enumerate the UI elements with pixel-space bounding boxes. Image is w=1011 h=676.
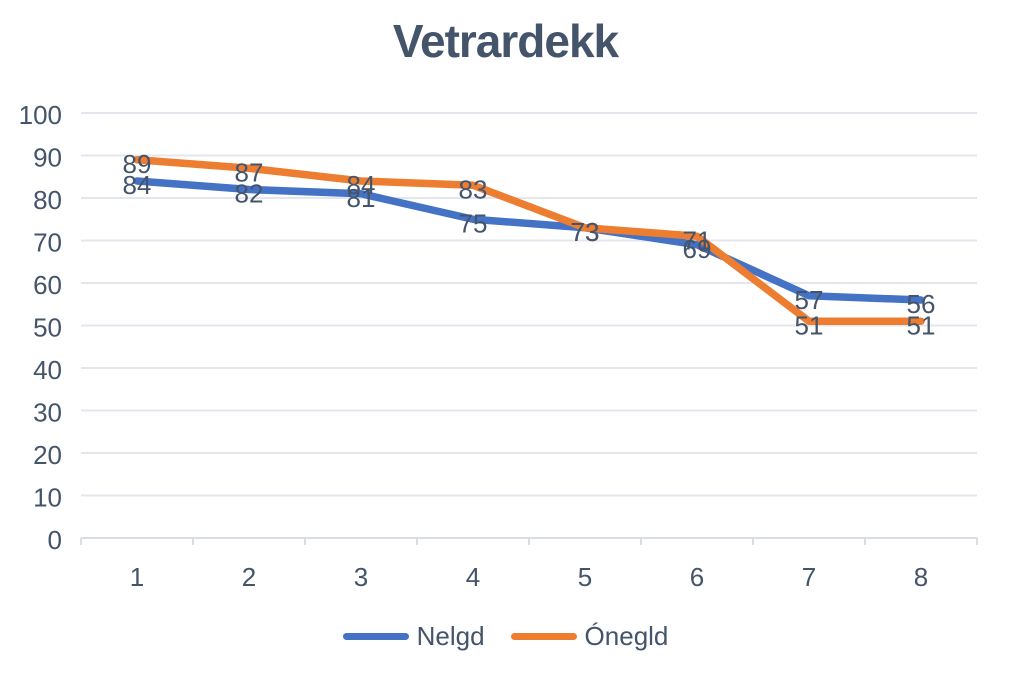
legend-line-swatch — [510, 632, 577, 640]
data-label-nelgd: 75 — [459, 208, 488, 238]
data-label-nelgd: 84 — [123, 170, 152, 200]
data-label-nelgd: 73 — [571, 217, 600, 247]
data-label-ónegld: 89 — [123, 149, 152, 179]
x-axis-tick-label: 4 — [466, 562, 480, 592]
data-label-ónegld: 84 — [347, 170, 376, 200]
y-axis-tick-label: 70 — [33, 228, 62, 258]
chart-title: Vetrardekk — [392, 15, 619, 67]
y-axis-tick-label: 20 — [33, 440, 62, 470]
y-axis-tick-label: 10 — [33, 483, 62, 513]
series-line-ónegld — [133, 156, 925, 325]
x-axis-tick-label: 7 — [802, 562, 816, 592]
x-axis-tick-label: 6 — [690, 562, 704, 592]
legend-label: Nelgd — [416, 620, 485, 651]
y-axis-tick-label: 90 — [33, 143, 62, 173]
data-label-ónegld: 51 — [795, 310, 824, 340]
data-label-ónegld: 83 — [459, 174, 488, 204]
y-axis-tick-label: 60 — [33, 270, 62, 300]
data-label-ónegld: 87 — [235, 157, 264, 187]
data-label-ónegld: 71 — [683, 225, 712, 255]
x-axis-tick-label: 5 — [578, 562, 592, 592]
data-label-nelgd: 69 — [683, 234, 712, 264]
y-axis-tick-label: 40 — [33, 355, 62, 385]
legend-label: Ónegld — [584, 620, 669, 651]
x-axis-tick-label: 8 — [914, 562, 928, 592]
x-axis-tick-label: 3 — [354, 562, 368, 592]
x-axis-tick-label: 2 — [242, 562, 256, 592]
data-label-ónegld: 51 — [907, 310, 936, 340]
legend-item-ónegld: Ónegld — [510, 620, 669, 652]
x-axis-tick-label: 1 — [130, 562, 144, 592]
y-axis-tick-label: 80 — [33, 185, 62, 215]
data-label-ónegld: 73 — [571, 217, 600, 247]
y-axis-tick-label: 50 — [33, 313, 62, 343]
data-label-nelgd: 82 — [235, 179, 264, 209]
y-axis-tick-label: 100 — [19, 100, 62, 130]
data-label-nelgd: 81 — [347, 183, 376, 213]
chart-legend: Nelgd Ónegld — [0, 616, 1011, 656]
data-label-nelgd: 56 — [907, 289, 936, 319]
legend-item-nelgd: Nelgd — [342, 620, 485, 652]
data-label-nelgd: 57 — [795, 285, 824, 315]
series-line-nelgd — [133, 177, 925, 304]
legend-line-swatch — [342, 632, 409, 640]
y-axis-tick-label: 30 — [33, 398, 62, 428]
y-axis-tick-label: 0 — [48, 525, 62, 555]
